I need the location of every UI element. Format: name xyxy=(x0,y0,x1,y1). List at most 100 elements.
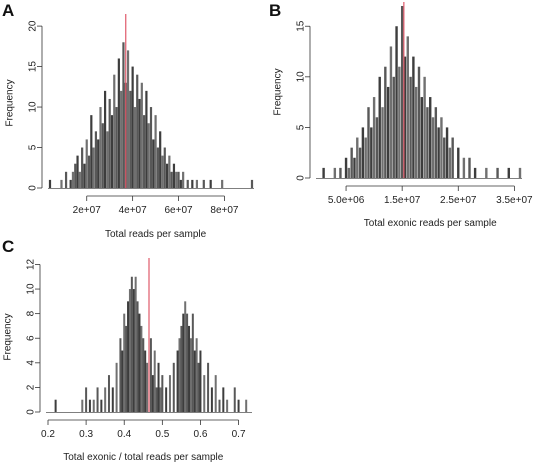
bar-b-10 xyxy=(364,137,367,178)
bar-a-20 xyxy=(108,98,111,188)
bar-c-0 xyxy=(54,399,57,412)
bar-a-44 xyxy=(163,147,166,188)
bar-c-15 xyxy=(127,301,130,412)
bar-b-3 xyxy=(344,157,348,178)
bar-b-6 xyxy=(353,157,356,178)
x-tick-label-b-3: 3.5e+07 xyxy=(496,195,533,206)
bar-a-9 xyxy=(83,163,86,188)
bar-b-4 xyxy=(347,167,351,178)
bar-c-13 xyxy=(123,313,126,412)
bar-a-24 xyxy=(117,58,120,189)
bar-a-43 xyxy=(161,155,164,188)
bar-b-37 xyxy=(440,117,443,178)
bar-a-53 xyxy=(186,179,189,188)
panel-label-a: A xyxy=(2,1,14,20)
bar-c-57 xyxy=(237,399,240,412)
bar-a-59 xyxy=(250,179,254,188)
x-tick-label-b-2: 2.5e+07 xyxy=(440,195,477,206)
bar-a-6 xyxy=(76,155,79,188)
bar-c-16 xyxy=(128,289,131,412)
bar-b-32 xyxy=(426,107,429,178)
bar-c-28 xyxy=(153,350,156,412)
bar-c-49 xyxy=(203,375,206,412)
bar-c-37 xyxy=(178,338,181,412)
bar-b-14 xyxy=(375,117,379,178)
bar-a-37 xyxy=(147,123,150,188)
y-axis-title-b: Frequency xyxy=(273,68,284,115)
bar-c-24 xyxy=(144,350,147,412)
bar-c-50 xyxy=(207,362,210,412)
bar-b-20 xyxy=(392,76,395,178)
bar-a-58 xyxy=(221,179,224,188)
bar-a-17 xyxy=(101,123,104,188)
bar-c-33 xyxy=(165,387,168,412)
bar-a-14 xyxy=(94,131,98,188)
x-axis-title-b: Total exonic reads per sample xyxy=(364,218,497,229)
bar-a-41 xyxy=(156,147,159,188)
bar-c-55 xyxy=(226,399,229,412)
y-tick-label-a-3: 15 xyxy=(28,61,39,73)
bar-c-44 xyxy=(191,313,194,412)
x-tick-label-a-2: 6e+07 xyxy=(164,205,193,216)
bar-c-6 xyxy=(100,399,103,412)
bar-a-11 xyxy=(87,155,91,188)
bar-b-26 xyxy=(409,76,412,178)
bar-c-14 xyxy=(125,325,128,412)
bar-a-5 xyxy=(74,163,77,188)
bar-b-18 xyxy=(386,86,390,178)
bar-a-4 xyxy=(71,171,75,188)
bar-b-0 xyxy=(322,167,325,178)
bar-a-2 xyxy=(64,171,68,188)
bar-b-48 xyxy=(507,167,510,178)
bar-b-46 xyxy=(485,167,488,178)
bar-b-16 xyxy=(381,107,384,178)
y-tick-label-c-4: 8 xyxy=(26,310,37,316)
bar-b-43 xyxy=(462,157,466,178)
y-tick-label-b-2: 10 xyxy=(296,71,307,83)
bar-a-35 xyxy=(143,115,146,188)
bar-a-19 xyxy=(106,131,109,188)
bar-c-34 xyxy=(168,375,171,412)
bar-a-0 xyxy=(48,179,52,188)
bar-b-44 xyxy=(468,157,471,178)
bar-c-22 xyxy=(140,325,143,412)
bar-a-16 xyxy=(99,107,102,188)
bar-c-29 xyxy=(155,387,158,412)
bar-b-34 xyxy=(431,117,435,178)
bar-c-11 xyxy=(119,338,122,412)
bar-a-1 xyxy=(60,179,63,188)
bar-a-38 xyxy=(149,107,153,188)
bar-a-10 xyxy=(85,139,88,188)
bar-a-46 xyxy=(168,155,171,188)
y-tick-label-a-2: 10 xyxy=(28,101,39,113)
bar-a-12 xyxy=(90,115,93,188)
y-axis-title-a: Frequency xyxy=(5,79,16,126)
bar-a-51 xyxy=(179,179,182,188)
bar-b-8 xyxy=(358,147,362,178)
bar-c-30 xyxy=(157,362,160,412)
bar-a-40 xyxy=(154,115,157,188)
bar-a-45 xyxy=(165,163,169,188)
bar-b-38 xyxy=(443,137,446,178)
bar-b-21 xyxy=(395,26,398,178)
bar-c-12 xyxy=(121,350,124,412)
bar-b-41 xyxy=(451,137,454,178)
bar-b-23 xyxy=(400,6,404,178)
bar-c-1 xyxy=(81,399,84,412)
y-tick-label-c-5: 10 xyxy=(26,283,37,295)
bar-a-31 xyxy=(133,107,137,188)
x-axis-title-c: Total exonic / total reads per sample xyxy=(63,452,224,463)
bar-c-5 xyxy=(96,387,99,412)
bar-a-34 xyxy=(140,82,143,188)
x-tick-label-b-1: 1.5e+07 xyxy=(384,195,421,206)
bar-b-47 xyxy=(496,167,499,178)
bar-c-40 xyxy=(184,301,187,412)
bar-c-41 xyxy=(186,313,189,412)
y-tick-label-c-1: 2 xyxy=(26,384,37,390)
x-tick-label-c-2: 0.4 xyxy=(117,429,131,440)
bar-c-48 xyxy=(199,350,202,412)
y-tick-label-a-0: 0 xyxy=(28,185,39,191)
panel-label-c: C xyxy=(2,237,14,256)
bar-c-39 xyxy=(182,313,185,412)
